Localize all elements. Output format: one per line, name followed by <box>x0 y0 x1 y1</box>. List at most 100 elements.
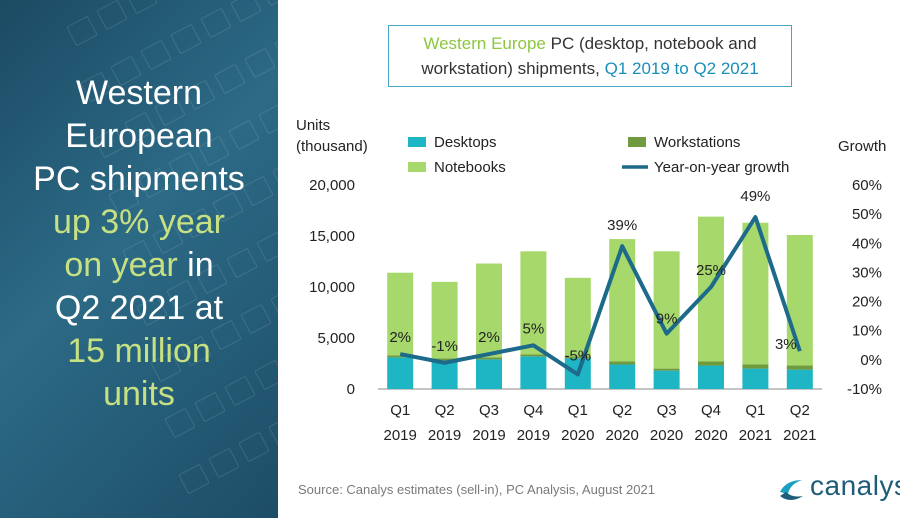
bar-workstations <box>431 358 458 361</box>
growth-line <box>399 215 802 377</box>
source-note: Source: Canalys estimates (sell-in), PC … <box>298 482 655 497</box>
growth-data-label: 25% <box>696 262 726 279</box>
bar-notebooks <box>609 239 636 362</box>
bar-workstations <box>564 356 591 359</box>
bar-desktops <box>476 359 502 389</box>
headline-line-3: PC shipments <box>33 160 245 198</box>
bar-desktops <box>609 364 636 389</box>
bar-workstations <box>742 364 769 369</box>
y-axis-label-line-1: Units <box>296 117 330 134</box>
y-axis-label-line-2: (thousand) <box>296 138 368 155</box>
y2-tick-label: 50% <box>852 206 882 223</box>
bar-notebooks <box>786 234 813 366</box>
y-tick-label: 0 <box>347 381 355 398</box>
x-tick-label-year: 2020 <box>606 427 639 444</box>
bar-desktops <box>520 356 547 389</box>
axes-group: 0 5,000 10,000 15,000 20,000 -10% 0% 10% 20% 30% 4… <box>309 177 882 444</box>
y2-tick-label: 60% <box>852 177 882 194</box>
x-tick-label-quarter: Q4 <box>701 402 721 419</box>
bar-notebooks <box>476 263 502 358</box>
y2-axis-label: Growth <box>838 138 886 155</box>
x-tick-label-quarter: Q1 <box>390 402 410 419</box>
headline: Western European PC shipments up 3% year… <box>0 72 278 416</box>
bar-workstations <box>653 368 680 371</box>
chart-title: Western Europe PC (desktop, notebook and… <box>388 25 792 87</box>
bar-desktops <box>786 369 813 389</box>
headline-line-1: Western <box>76 74 202 112</box>
bar-desktops <box>431 360 458 389</box>
legend-label-desktops: Desktops <box>434 134 497 151</box>
bar-notebooks <box>431 281 458 359</box>
legend-swatch-notebooks <box>408 162 426 172</box>
headline-line-4: up 3% year <box>53 203 225 241</box>
x-tick-label-year: 2019 <box>384 427 417 444</box>
headline-line-5-highlight: on year <box>64 246 178 284</box>
canalys-logo: canalys <box>776 470 900 504</box>
y-tick-label: 20,000 <box>309 177 355 194</box>
x-tick-label-year: 2020 <box>561 427 594 444</box>
bar-desktops <box>698 365 724 389</box>
headline-line-8: units <box>103 375 175 413</box>
title-region: Western Europe <box>423 34 546 53</box>
title-text-2: workstation) shipments, <box>421 59 605 78</box>
legend-label-notebooks: Notebooks <box>434 159 506 176</box>
canalys-logo-icon <box>780 480 803 500</box>
title-period: Q1 2019 to Q2 2021 <box>604 59 759 78</box>
x-tick-label-year: 2021 <box>739 427 772 444</box>
bar-workstations <box>476 357 502 360</box>
y2-tick-label: 40% <box>852 235 882 252</box>
x-tick-label-year: 2019 <box>472 427 505 444</box>
x-tick-label-year: 2019 <box>517 427 550 444</box>
data-labels-group: 2% -1% 2% 5% -5% 39% 9% 25% 49% 3% <box>389 188 796 364</box>
legend-label-workstations: Workstations <box>654 134 740 151</box>
x-tick-label-quarter: Q2 <box>790 402 810 419</box>
bar-workstations <box>387 355 414 358</box>
growth-data-label: 5% <box>523 320 545 337</box>
bar-workstations <box>609 361 636 365</box>
growth-data-label: 49% <box>740 188 770 205</box>
bar-desktops <box>653 370 680 389</box>
headline-line-5: on year in <box>0 244 278 287</box>
x-tick-label-year: 2019 <box>428 427 461 444</box>
y2-tick-label: 10% <box>852 323 882 340</box>
x-tick-label-quarter: Q4 <box>523 402 543 419</box>
growth-line-group <box>399 215 802 377</box>
y2-tick-label: 30% <box>852 264 882 281</box>
growth-data-label: 2% <box>389 329 411 346</box>
bar-notebooks <box>520 251 547 355</box>
x-tick-label-year: 2021 <box>783 427 816 444</box>
logo-wordmark: canalys <box>810 470 900 501</box>
headline-line-7: 15 million <box>67 332 211 370</box>
left-panel: Western European PC shipments up 3% year… <box>0 0 278 518</box>
x-tick-label-year: 2020 <box>650 427 683 444</box>
growth-data-label: 9% <box>656 311 678 328</box>
bar-workstations <box>698 361 724 366</box>
growth-data-label: -5% <box>564 347 591 364</box>
x-tick-label-year: 2020 <box>694 427 727 444</box>
x-tick-label-quarter: Q3 <box>657 402 677 419</box>
bar-workstations <box>786 365 813 370</box>
legend-swatch-workstations <box>628 137 646 147</box>
bar-notebooks <box>653 251 680 369</box>
growth-data-label: 3% <box>775 336 797 353</box>
bar-desktops <box>742 368 769 389</box>
bar-desktops <box>387 357 414 389</box>
y2-tick-label: -10% <box>847 381 882 398</box>
growth-data-label: 2% <box>478 329 500 346</box>
bar-notebooks <box>564 277 591 357</box>
bars-group <box>387 216 813 389</box>
y2-tick-label: 0% <box>860 352 882 369</box>
headline-line-2: European <box>65 117 213 155</box>
legend-swatch-desktops <box>408 137 426 147</box>
growth-data-label: 39% <box>607 217 637 234</box>
title-text-1: PC (desktop, notebook and <box>545 34 757 53</box>
y-tick-label: 10,000 <box>309 279 355 296</box>
x-tick-label-quarter: Q2 <box>612 402 632 419</box>
y-tick-label: 5,000 <box>317 330 355 347</box>
bar-notebooks <box>387 272 414 356</box>
x-tick-label-quarter: Q3 <box>479 402 499 419</box>
legend-label-growth: Year-on-year growth <box>654 159 789 176</box>
y-tick-label: 15,000 <box>309 228 355 245</box>
x-tick-label-quarter: Q2 <box>435 402 455 419</box>
